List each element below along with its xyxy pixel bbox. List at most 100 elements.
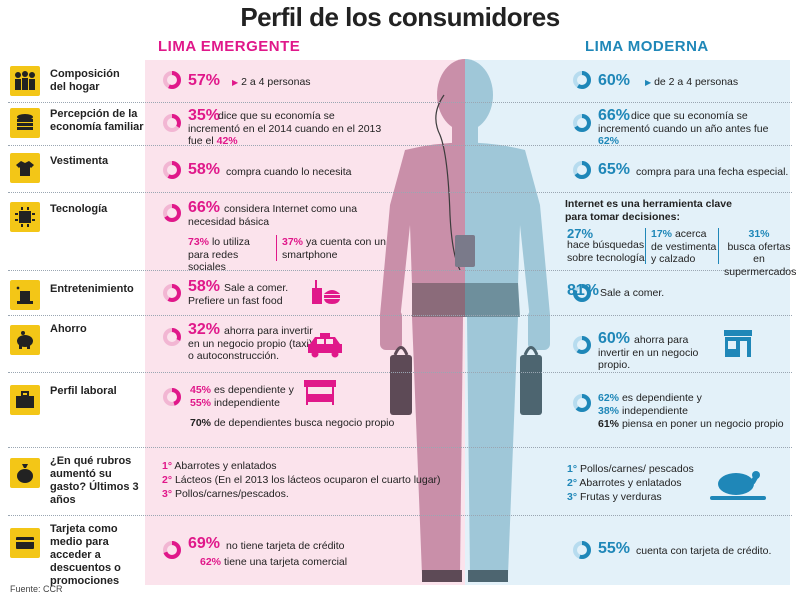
stat-text: dice que su economía se incrementó en el…	[188, 110, 382, 147]
category-label-vestimenta: Vestimenta	[50, 155, 109, 167]
percentage-value: 57%	[188, 72, 221, 89]
percentage-value: 55%	[598, 540, 631, 557]
rank-item: 1° Pollos/carnes/ pescados	[567, 463, 694, 475]
donut-chart	[573, 114, 591, 132]
row-divider	[8, 270, 792, 271]
stat-text: Sale a comer. Prefiere un fast food	[188, 282, 289, 307]
stat-text: 70% de dependientes busca negocio propio	[190, 417, 395, 429]
source-note: Fuente: CCR	[10, 584, 63, 594]
credit-card-icon	[10, 528, 40, 558]
stat-text: 61% piensa en poner un negocio propio	[598, 418, 784, 430]
donut-chart	[163, 284, 181, 302]
percentage-value: 60%	[598, 72, 631, 89]
category-label-tarjeta: Tarjeta como medio para acceder a descue…	[50, 523, 121, 587]
row-divider	[8, 515, 792, 516]
donut-chart	[573, 394, 591, 412]
stat-text: 37% ya cuenta con un smartphone	[282, 236, 386, 261]
stat-text: considera Internet como una necesidad bá…	[188, 203, 358, 228]
coins-icon	[10, 108, 40, 138]
stat-text: 55% independiente	[190, 397, 280, 409]
person-figure	[380, 59, 550, 582]
row-divider	[8, 102, 792, 103]
category-label-entretenimiento: Entretenimiento	[50, 283, 134, 295]
page-title: Perfil de los consumidores	[240, 2, 560, 32]
donut-chart	[573, 284, 591, 302]
stat-text: Sale a comer.	[600, 287, 665, 299]
donut-chart	[573, 541, 591, 559]
percentage-value: 27%	[567, 226, 594, 241]
roast-chicken-icon	[710, 471, 766, 500]
magic-hat-icon	[10, 280, 40, 310]
percentage-value: 35%	[188, 107, 221, 124]
percentage-value: 65%	[598, 161, 631, 178]
percentage-value: 58%	[188, 278, 221, 295]
piggy-bank-icon	[10, 325, 40, 355]
stat-text: no tiene tarjeta de crédito	[226, 540, 345, 552]
rank-item: 2° Abarrotes y enlatados	[567, 477, 682, 489]
region-title-right: LIMA MODERNA	[585, 38, 709, 55]
donut-chart	[163, 161, 181, 179]
donut-chart	[163, 541, 181, 559]
region-title-left: LIMA EMERGENTE	[158, 38, 301, 55]
percentage-value: 66%	[598, 107, 631, 124]
rank-item: 2° Lácteos (En el 2013 los lácteos ocupa…	[162, 474, 441, 486]
rank-item: 1° Abarrotes y enlatados	[162, 460, 277, 472]
stat-text: 17% acerca de vestimenta y calzado	[651, 228, 717, 265]
stat-text: 62% tiene una tarjeta comercial	[200, 556, 348, 568]
market-stall-icon	[304, 380, 336, 405]
stat-text: Internet es una herramienta clave para t…	[565, 198, 732, 223]
donut-chart	[163, 328, 181, 346]
stat-text: 31% busca ofertas en supermercados	[724, 228, 797, 278]
stat-text: compra cuando lo necesita	[226, 166, 352, 178]
stat-text: 38% independiente	[598, 405, 688, 417]
percentage-value: 69%	[188, 535, 221, 552]
stat-text: compra para una fecha especial.	[636, 166, 789, 178]
donut-chart	[163, 71, 181, 89]
stat-text: 73% lo utiliza para redes sociales	[188, 236, 250, 273]
rank-item: 3° Frutas y verduras	[567, 491, 662, 503]
briefcase-icon	[10, 385, 40, 415]
family-icon	[10, 66, 40, 96]
chip-icon	[10, 202, 40, 232]
row-divider	[8, 315, 792, 316]
category-label-ahorro: Ahorro	[50, 323, 87, 335]
donut-chart	[163, 388, 181, 406]
stat-text: dice que su economía se incrementó cuand…	[598, 110, 769, 147]
percentage-value: 60%	[598, 330, 631, 347]
category-label-rubros: ¿En qué rubros aumentó su gasto? Últimos…	[50, 455, 139, 506]
rank-item: 3° Pollos/carnes/pescados.	[162, 488, 289, 500]
category-label-tecnologia: Tecnología	[50, 203, 108, 215]
donut-chart	[573, 71, 591, 89]
category-label-hogar: Composición del hogar	[50, 68, 120, 93]
store-icon	[724, 330, 752, 357]
fast-food-icon	[312, 280, 340, 304]
category-label-economia: Percepción de la economía familiar	[50, 108, 144, 133]
taxi-icon	[308, 333, 342, 358]
donut-chart	[163, 114, 181, 132]
donut-chart	[573, 161, 591, 179]
percentage-value: 66%	[188, 199, 221, 216]
percentage-value: 81%	[567, 282, 600, 299]
donut-chart	[163, 204, 181, 222]
clothes-icon	[10, 153, 40, 183]
stat-text: ▶ de 2 a 4 personas	[645, 76, 739, 88]
divider	[276, 235, 277, 261]
divider	[645, 228, 646, 264]
stat-text: 45% es dependiente y	[190, 384, 294, 396]
row-divider	[8, 447, 792, 448]
row-divider	[8, 192, 792, 193]
stat-text: ▶ 2 a 4 personas	[232, 76, 311, 88]
row-divider	[8, 372, 792, 373]
stat-text: 62% es dependiente y	[598, 392, 702, 404]
donut-chart	[573, 336, 591, 354]
stat-text: ahorra para invertir en un negocio propi…	[598, 334, 699, 371]
stat-text: cuenta con tarjeta de crédito.	[636, 545, 772, 557]
lima-emergente-panel	[145, 60, 465, 585]
percentage-value: 32%	[188, 321, 221, 338]
money-bag-icon	[10, 458, 40, 488]
stat-text: ahorra para invertir en un negocio propi…	[188, 325, 313, 362]
divider	[718, 228, 719, 264]
row-divider	[8, 145, 792, 146]
category-label-laboral: Perfil laboral	[50, 385, 117, 397]
percentage-value: 58%	[188, 161, 221, 178]
